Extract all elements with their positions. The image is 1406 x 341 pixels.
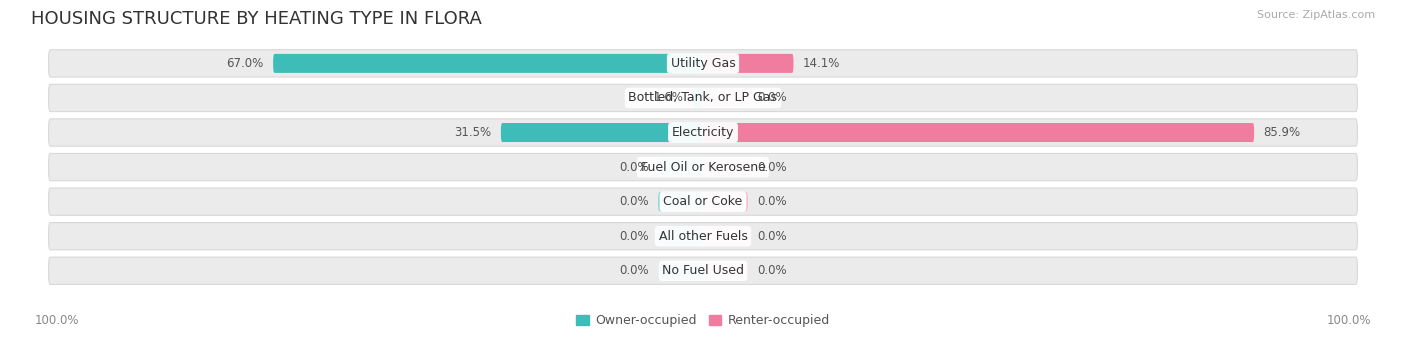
Text: No Fuel Used: No Fuel Used <box>662 264 744 277</box>
Text: Fuel Oil or Kerosene: Fuel Oil or Kerosene <box>641 161 765 174</box>
Text: 0.0%: 0.0% <box>758 91 787 104</box>
Text: Bottled, Tank, or LP Gas: Bottled, Tank, or LP Gas <box>628 91 778 104</box>
Text: Coal or Coke: Coal or Coke <box>664 195 742 208</box>
FancyBboxPatch shape <box>49 223 1357 250</box>
Text: HOUSING STRUCTURE BY HEATING TYPE IN FLORA: HOUSING STRUCTURE BY HEATING TYPE IN FLO… <box>31 10 482 28</box>
Text: 0.0%: 0.0% <box>619 161 648 174</box>
FancyBboxPatch shape <box>703 158 748 177</box>
FancyBboxPatch shape <box>658 261 703 280</box>
Text: Utility Gas: Utility Gas <box>671 57 735 70</box>
FancyBboxPatch shape <box>49 188 1357 215</box>
Text: 85.9%: 85.9% <box>1264 126 1301 139</box>
FancyBboxPatch shape <box>703 192 748 211</box>
Text: 0.0%: 0.0% <box>758 264 787 277</box>
FancyBboxPatch shape <box>49 257 1357 284</box>
FancyBboxPatch shape <box>49 84 1357 112</box>
Text: 0.0%: 0.0% <box>619 230 648 243</box>
Text: 14.1%: 14.1% <box>803 57 841 70</box>
FancyBboxPatch shape <box>49 50 1357 77</box>
FancyBboxPatch shape <box>49 119 1357 146</box>
Text: 0.0%: 0.0% <box>619 195 648 208</box>
Text: 0.0%: 0.0% <box>619 264 648 277</box>
FancyBboxPatch shape <box>703 227 748 246</box>
FancyBboxPatch shape <box>658 227 703 246</box>
FancyBboxPatch shape <box>658 192 703 211</box>
Text: All other Fuels: All other Fuels <box>658 230 748 243</box>
Text: 67.0%: 67.0% <box>226 57 263 70</box>
FancyBboxPatch shape <box>703 54 793 73</box>
Text: Source: ZipAtlas.com: Source: ZipAtlas.com <box>1257 10 1375 20</box>
Legend: Owner-occupied, Renter-occupied: Owner-occupied, Renter-occupied <box>571 309 835 332</box>
Text: 1.6%: 1.6% <box>654 91 683 104</box>
FancyBboxPatch shape <box>703 123 1254 142</box>
Text: 100.0%: 100.0% <box>35 314 80 327</box>
FancyBboxPatch shape <box>703 88 748 107</box>
FancyBboxPatch shape <box>501 123 703 142</box>
FancyBboxPatch shape <box>658 158 703 177</box>
Text: Electricity: Electricity <box>672 126 734 139</box>
Text: 31.5%: 31.5% <box>454 126 491 139</box>
FancyBboxPatch shape <box>49 153 1357 181</box>
Text: 0.0%: 0.0% <box>758 195 787 208</box>
FancyBboxPatch shape <box>273 54 703 73</box>
FancyBboxPatch shape <box>693 88 703 107</box>
Text: 100.0%: 100.0% <box>1326 314 1371 327</box>
FancyBboxPatch shape <box>703 261 748 280</box>
Text: 0.0%: 0.0% <box>758 161 787 174</box>
Text: 0.0%: 0.0% <box>758 230 787 243</box>
